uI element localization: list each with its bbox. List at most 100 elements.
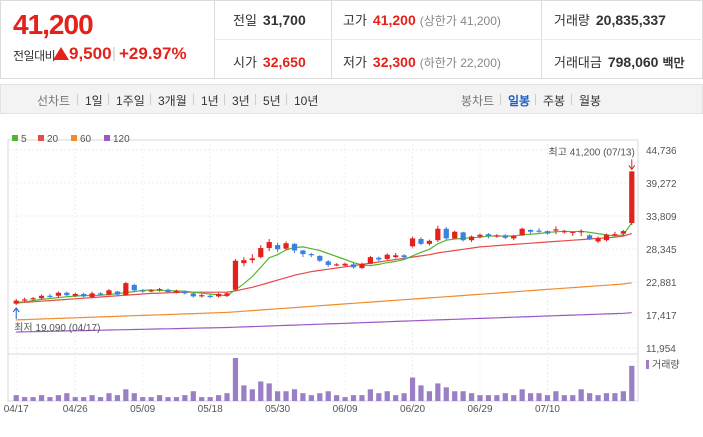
divider bbox=[224, 94, 225, 105]
volume-bar bbox=[553, 391, 559, 401]
stat-open: 시가 32,650 bbox=[233, 54, 306, 70]
candle-body bbox=[460, 232, 466, 241]
candle-body bbox=[156, 289, 163, 291]
volume-bar bbox=[452, 391, 458, 401]
change-label: 전일대비 bbox=[13, 49, 56, 63]
candle-body bbox=[317, 255, 323, 261]
divider bbox=[193, 94, 194, 105]
candle-weekly[interactable]: 주봉 bbox=[543, 94, 566, 108]
candle-body bbox=[249, 258, 255, 261]
change-separator: | bbox=[112, 45, 116, 62]
candle-body bbox=[30, 298, 36, 300]
candle-body bbox=[22, 299, 28, 301]
x-tick-label: 05/18 bbox=[198, 404, 223, 415]
volume-bar bbox=[317, 393, 323, 401]
candle-body bbox=[384, 254, 390, 259]
candle-body bbox=[527, 229, 534, 232]
chart-toolbar: 선차트 1일 1주일 3개월 1년 3년 5년 10년 봉차트 일봉 주봉 월봉 bbox=[0, 84, 703, 114]
stat-high: 고가 41,200 (상한가 41,200) bbox=[343, 12, 501, 28]
candle-body bbox=[47, 295, 53, 297]
volume-bar bbox=[401, 393, 407, 401]
candle-body bbox=[140, 290, 146, 292]
stat-low: 저가 32,300 (하한가 22,200) bbox=[343, 54, 501, 70]
candle-body bbox=[587, 235, 593, 240]
volume-bar bbox=[536, 393, 542, 401]
volume-bar bbox=[393, 395, 399, 401]
legend-swatch-ma20 bbox=[38, 135, 44, 141]
period-1y[interactable]: 1년 bbox=[201, 94, 219, 108]
candle-body bbox=[215, 293, 222, 297]
volume-bar bbox=[342, 397, 348, 401]
legend-swatch-ma120 bbox=[104, 135, 110, 141]
candle-chart-label: 봉차트 bbox=[461, 94, 495, 108]
volume-bar bbox=[258, 381, 264, 401]
volume-bar bbox=[64, 393, 70, 401]
volume-bar bbox=[334, 395, 340, 401]
candle-body bbox=[485, 234, 492, 236]
period-3m[interactable]: 3개월 bbox=[158, 94, 187, 108]
candle-body bbox=[367, 257, 373, 264]
candle-daily[interactable]: 일봉 bbox=[508, 94, 531, 108]
candle-body bbox=[38, 295, 45, 299]
volume-bar bbox=[544, 395, 551, 401]
candle-body bbox=[443, 228, 449, 239]
volume-bar bbox=[376, 393, 382, 401]
volume-bar bbox=[502, 393, 508, 401]
change-percent: +29.97% bbox=[119, 44, 187, 63]
divider bbox=[571, 94, 572, 105]
volume-bar bbox=[13, 395, 19, 401]
legend-label-ma5: 5 bbox=[21, 134, 27, 145]
volume-bar bbox=[241, 385, 247, 401]
candle-body bbox=[544, 231, 551, 234]
y-tick-label: 33,809 bbox=[646, 212, 677, 223]
volume-bar bbox=[22, 397, 28, 401]
candle-body bbox=[72, 293, 78, 296]
volume-bar bbox=[266, 383, 272, 401]
candle-body bbox=[131, 284, 137, 291]
ma20-line bbox=[16, 233, 632, 304]
candle-body bbox=[241, 260, 247, 264]
low-annotation: 최저 19,090 (04/17) bbox=[14, 322, 100, 334]
up-arrow-icon bbox=[53, 47, 69, 60]
volume-bar bbox=[249, 389, 255, 401]
high-annotation-arrowhead bbox=[628, 165, 636, 171]
x-tick-label: 04/26 bbox=[63, 404, 88, 415]
x-tick-label: 05/30 bbox=[265, 404, 290, 415]
candle-body bbox=[426, 240, 433, 244]
candle-body bbox=[291, 243, 298, 251]
volume-bar bbox=[409, 377, 416, 401]
volume-bar bbox=[190, 391, 196, 401]
volume-bar bbox=[511, 395, 517, 401]
period-3y[interactable]: 3년 bbox=[232, 94, 250, 108]
candle-body bbox=[409, 238, 416, 247]
divider bbox=[500, 94, 501, 105]
legend-label-ma20: 20 bbox=[47, 134, 59, 145]
divider bbox=[108, 94, 109, 105]
volume-bar bbox=[325, 391, 331, 401]
candle-body bbox=[114, 291, 121, 295]
volume-bar bbox=[215, 395, 222, 401]
candle-body bbox=[258, 248, 264, 258]
x-tick-label: 06/29 bbox=[467, 404, 492, 415]
volume-bar bbox=[468, 393, 475, 401]
period-5y[interactable]: 5년 bbox=[263, 94, 281, 108]
volume-bar bbox=[494, 395, 500, 401]
volume-bar bbox=[485, 395, 492, 401]
volume-bar bbox=[418, 385, 424, 401]
period-1d[interactable]: 1일 bbox=[85, 94, 103, 108]
candle-monthly[interactable]: 월봉 bbox=[579, 94, 602, 108]
candle-body bbox=[190, 293, 196, 297]
candle-body bbox=[494, 235, 500, 237]
period-10y[interactable]: 10년 bbox=[294, 94, 319, 108]
candle-body bbox=[477, 234, 483, 237]
current-price: 41,200 bbox=[13, 9, 94, 40]
candle-body bbox=[207, 295, 213, 297]
volume-bar bbox=[89, 395, 95, 401]
y-tick-label: 22,881 bbox=[646, 278, 677, 289]
x-tick-label: 06/09 bbox=[333, 404, 358, 415]
stat-prev-close: 전일 31,700 bbox=[233, 12, 306, 28]
candle-body bbox=[620, 231, 626, 234]
volume-bar bbox=[300, 393, 306, 401]
period-1w[interactable]: 1주일 bbox=[116, 94, 145, 108]
candle-body bbox=[325, 261, 331, 265]
